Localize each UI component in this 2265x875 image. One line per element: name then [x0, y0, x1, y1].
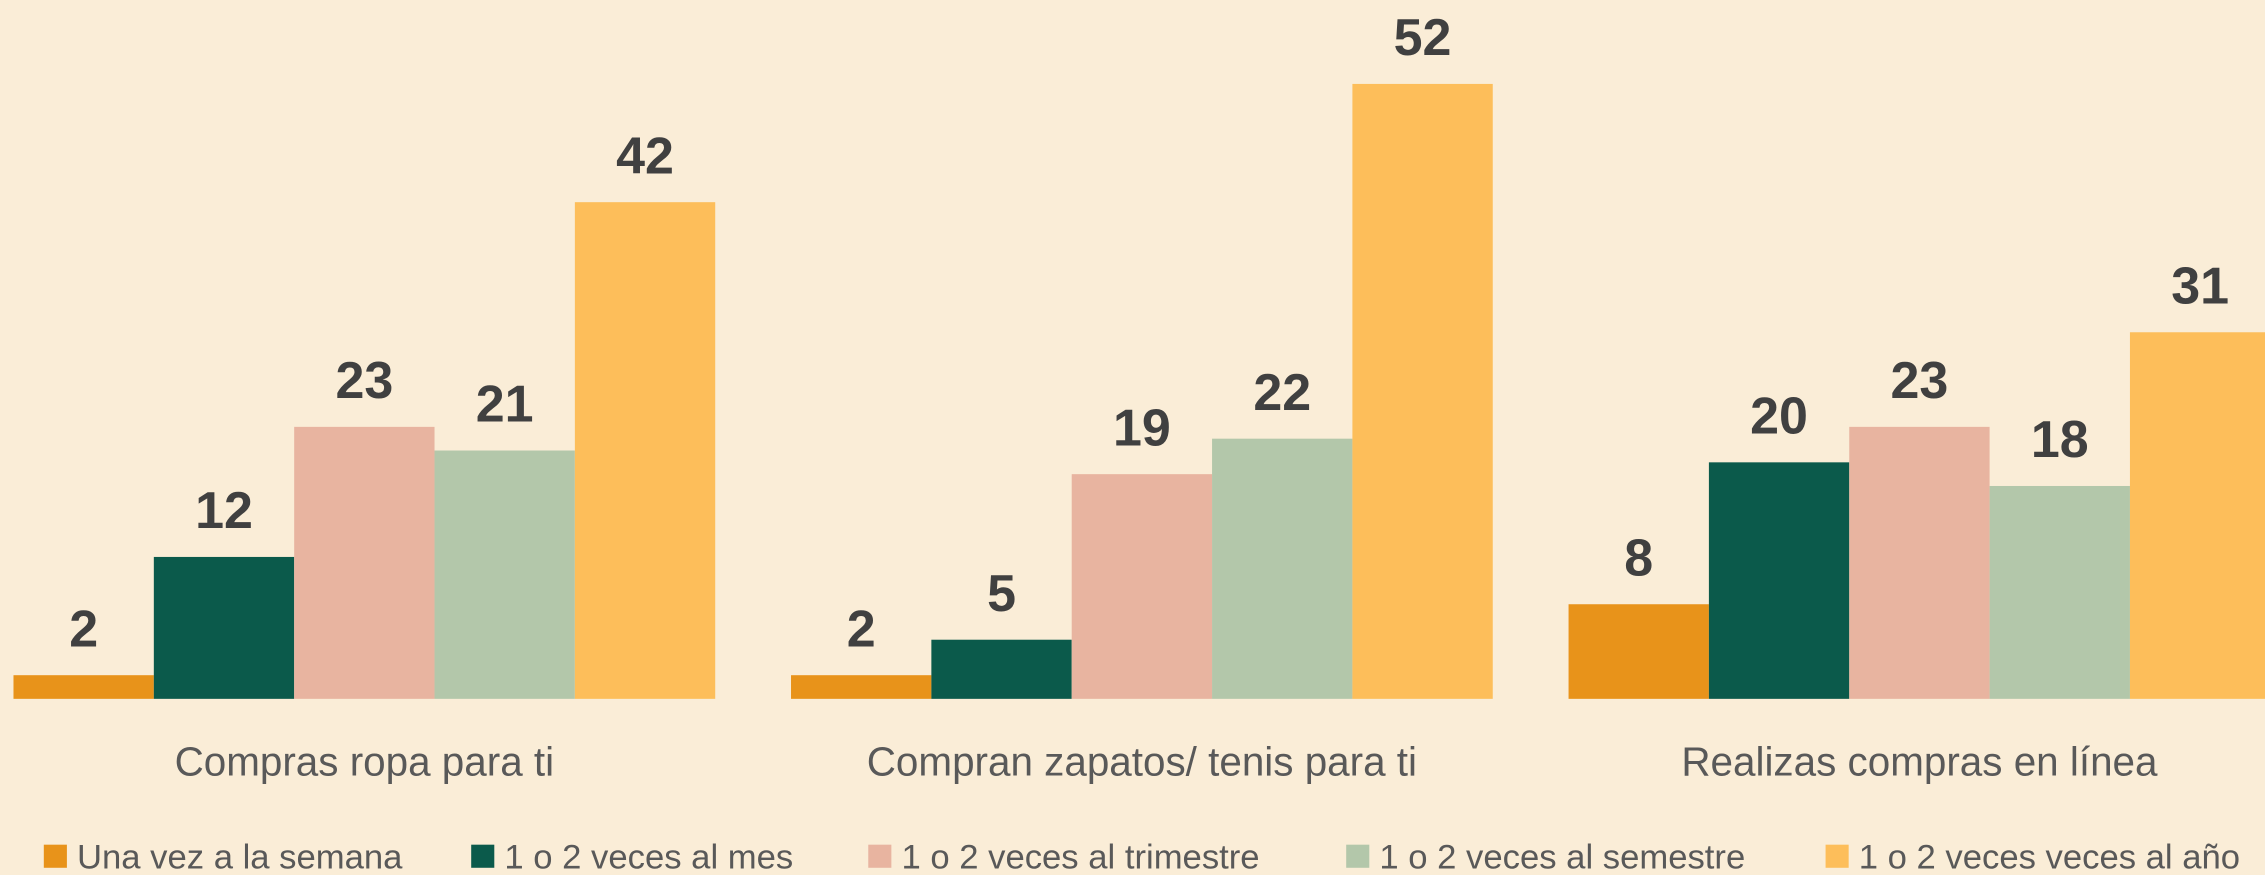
data-label: 12	[195, 482, 253, 540]
data-label: 23	[335, 352, 393, 410]
category-label: Compran zapatos/ tenis para ti	[867, 738, 1417, 784]
legend-swatch	[471, 844, 495, 868]
data-label: 2	[847, 600, 876, 658]
legend-label: Una vez a la semana	[77, 838, 403, 875]
category-label: Realizas compras en línea	[1681, 738, 2158, 784]
data-label: 52	[1394, 9, 1452, 67]
data-label: 22	[1253, 364, 1311, 422]
bar	[1568, 604, 1709, 699]
bar	[1849, 426, 1990, 699]
bar	[931, 639, 1072, 699]
bar	[434, 450, 575, 699]
bar	[2129, 332, 2265, 699]
data-label: 5	[987, 565, 1016, 623]
legend-swatch	[868, 844, 892, 868]
bar	[1212, 438, 1353, 699]
bar	[791, 675, 932, 699]
data-label: 42	[616, 127, 674, 185]
bar	[574, 202, 716, 699]
legend-swatch	[1346, 844, 1370, 868]
data-label: 18	[2031, 411, 2089, 469]
legend-label: 1 o 2 veces al semestre	[1379, 838, 1745, 875]
legend-label: 1 o 2 veces al trimestre	[901, 838, 1259, 875]
data-label: 23	[1891, 352, 1949, 410]
bar	[294, 426, 435, 699]
data-label: 20	[1750, 387, 1808, 445]
data-label: 21	[476, 376, 534, 434]
bar	[13, 675, 154, 699]
bar	[153, 556, 295, 699]
bar	[1071, 474, 1213, 699]
legend-swatch	[1825, 844, 1849, 868]
data-label: 31	[2171, 257, 2229, 315]
legend-swatch	[43, 844, 67, 868]
bar	[1989, 485, 2130, 699]
legend-label: 1 o 2 veces al mes	[504, 838, 793, 875]
data-label: 8	[1624, 529, 1653, 587]
category-label: Compras ropa para ti	[175, 738, 555, 784]
bar	[1708, 462, 1850, 699]
data-label: 19	[1113, 399, 1171, 457]
data-label: 2	[69, 600, 98, 658]
legend-label: 1 o 2 veces veces al año	[1859, 838, 2240, 875]
bar	[1352, 83, 1493, 699]
